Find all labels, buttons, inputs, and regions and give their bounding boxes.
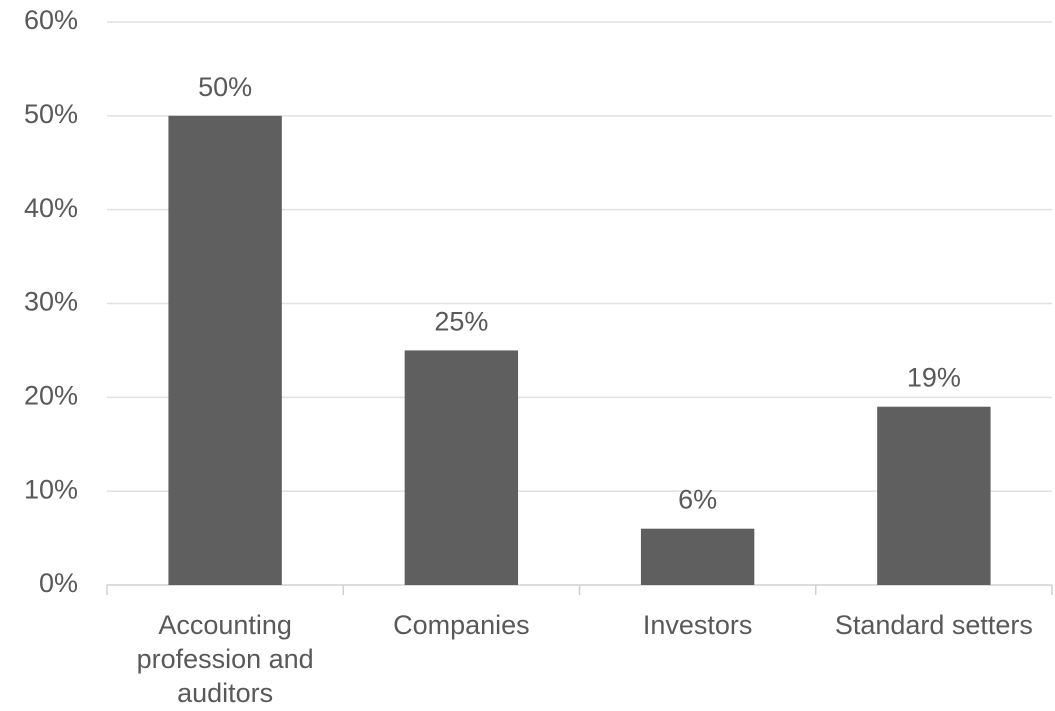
data-label: 19% [907, 363, 961, 393]
data-label: 50% [198, 72, 252, 102]
x-tick-label-line: Standard setters [835, 610, 1033, 640]
bar [404, 350, 519, 585]
y-tick-label: 20% [24, 380, 78, 410]
bar [640, 528, 755, 585]
axes [106, 584, 1053, 595]
x-tick-label-line: Investors [643, 610, 753, 640]
x-tick-label-line: Accounting [158, 610, 292, 640]
x-tick-label: Standard setters [835, 610, 1033, 640]
x-tick-label: Companies [393, 610, 530, 640]
y-tick-label: 30% [24, 287, 78, 317]
y-tick-label: 50% [24, 99, 78, 129]
data-label: 6% [678, 485, 717, 515]
x-tick-label-line: auditors [177, 678, 273, 708]
y-tick-label: 0% [39, 568, 78, 598]
x-tick-label-line: Companies [393, 610, 530, 640]
y-tick-label: 40% [24, 193, 78, 223]
y-tick-label: 10% [24, 474, 78, 504]
bar [877, 406, 991, 585]
x-tick-label-line: profession and [137, 644, 314, 674]
bar [168, 115, 282, 585]
data-label: 25% [434, 306, 488, 336]
y-tick-label: 60% [24, 5, 78, 35]
labels: 0% 10% 20% 30% 40% 50% 60% 50% Accounting profess… [24, 5, 1033, 708]
x-tick-label: Investors [643, 610, 753, 640]
bars [168, 115, 991, 585]
x-tick-label: Accounting profession and auditors [137, 610, 314, 708]
